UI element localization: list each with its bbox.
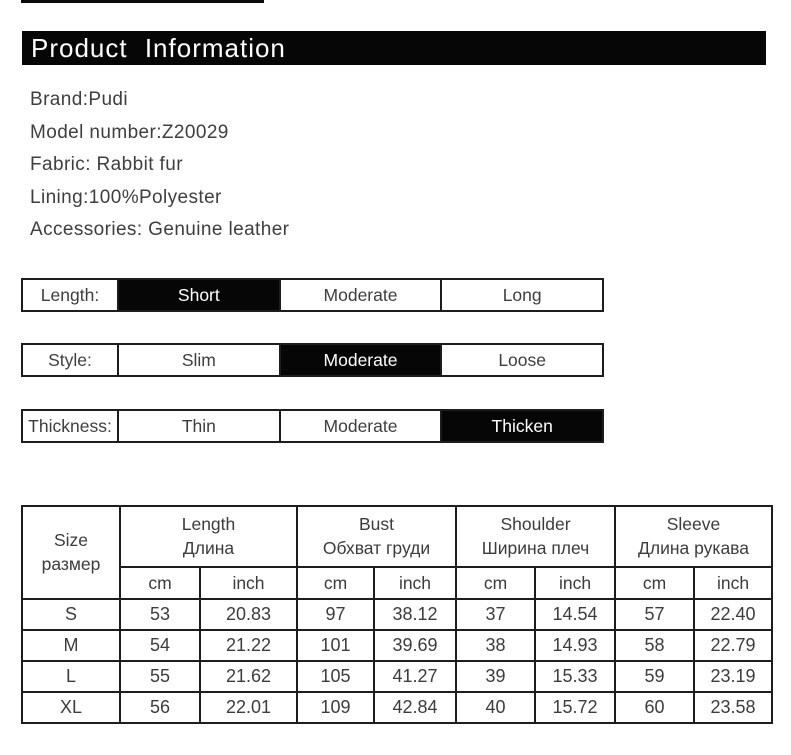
measurement-cell: 60: [614, 691, 696, 724]
unit-header-row: cm inch cm inch cm inch cm inch: [22, 566, 774, 600]
measurement-cell: 14.93: [533, 629, 617, 662]
measurement-cell: 39.69: [373, 629, 457, 662]
size-chart-group-header-row: Size размер Length Длина Bust Обхват гру…: [21, 505, 774, 600]
table-row-size-m: M 54 21.22 101 39.69 38 14.93 58 22.79: [21, 629, 774, 662]
measurement-cell: 40: [455, 691, 536, 724]
thickness-option-thin: Thin: [119, 411, 281, 441]
detail-fabric: Fabric: Rabbit fur: [30, 154, 183, 175]
measurement-cell: 38: [455, 629, 536, 662]
measurement-cell: 101: [296, 629, 375, 662]
bust-group-header: Bust Обхват груди: [296, 505, 457, 568]
detail-model: Model number:Z20029: [30, 121, 229, 143]
measurement-cell: 23.58: [693, 691, 774, 724]
measurement-cell: 22.40: [693, 598, 774, 631]
style-option-moderate: Moderate: [280, 345, 443, 375]
size-cell: M: [21, 629, 121, 662]
measurement-cell: 21.22: [199, 629, 298, 662]
size-cell: XL: [21, 691, 121, 724]
thickness-option-moderate: Moderate: [280, 411, 443, 441]
measurement-cell: 37: [455, 598, 536, 631]
measurement-cell: 38.12: [373, 598, 457, 631]
measurement-cell: 22.01: [199, 691, 298, 724]
length-option-short: Short: [119, 280, 281, 310]
detail-brand: Brand:Pudi: [30, 89, 129, 110]
sleeve-header-ru: Длина рукава: [638, 537, 750, 558]
size-cell: L: [21, 660, 121, 693]
shoulder-cm-header: cm: [455, 566, 536, 600]
length-label: Length:: [23, 280, 119, 310]
measurement-cell: 39: [455, 660, 536, 693]
measurement-cell: 59: [614, 660, 696, 693]
measurement-cell: 57: [614, 598, 696, 631]
measurement-cell: 15.33: [533, 660, 617, 693]
style-label: Style:: [23, 345, 119, 375]
measurement-cell: 56: [119, 691, 201, 724]
detail-accessories: Accessories: Genuine leather: [30, 219, 290, 240]
top-divider-rule: [21, 0, 264, 3]
bust-header-en: Bust: [358, 513, 395, 534]
size-chart-table: Size размер Length Длина Bust Обхват гру…: [21, 505, 774, 724]
measurement-cell: 15.72: [533, 691, 617, 724]
bust-inch-header: inch: [373, 566, 457, 600]
style-option-loose: Loose: [442, 345, 603, 375]
thickness-option-thicken: Thicken: [442, 411, 603, 441]
thickness-selector-row: Thickness: Thin Moderate Thicken: [21, 409, 604, 443]
length-inch-header: inch: [199, 566, 298, 600]
detail-lining: Lining:100%Polyester: [30, 186, 222, 208]
thickness-label: Thickness:: [23, 411, 119, 441]
size-column-header: Size размер: [21, 505, 121, 600]
sleeve-header-en: Sleeve: [666, 513, 721, 534]
shoulder-inch-header: inch: [533, 566, 617, 600]
measurement-cell: 105: [296, 660, 375, 693]
sleeve-inch-header: inch: [693, 566, 774, 600]
length-header-ru: Длина: [182, 537, 235, 558]
sleeve-group-header: Sleeve Длина рукава: [614, 505, 774, 568]
shoulder-header-ru: Ширина плеч: [481, 537, 590, 558]
size-header-ru: размер: [41, 553, 101, 574]
length-option-long: Long: [442, 280, 603, 310]
sleeve-cm-header: cm: [614, 566, 696, 600]
section-header-bar: Product Information: [22, 31, 766, 65]
measurement-cell: 109: [296, 691, 375, 724]
measurement-cell: 55: [119, 660, 201, 693]
length-header-en: Length: [181, 513, 236, 534]
style-option-slim: Slim: [119, 345, 281, 375]
shoulder-header-en: Shoulder: [500, 513, 571, 534]
measurement-cell: 54: [119, 629, 201, 662]
measurement-cell: 22.79: [693, 629, 774, 662]
bust-cm-header: cm: [296, 566, 375, 600]
measurement-cell: 58: [614, 629, 696, 662]
measurement-cell: 41.27: [373, 660, 457, 693]
length-cm-header: cm: [119, 566, 201, 600]
measurement-cell: 23.19: [693, 660, 774, 693]
length-option-moderate: Moderate: [280, 280, 443, 310]
table-row-size-s: S 53 20.83 97 38.12 37 14.54 57 22.40: [21, 598, 774, 631]
measurement-cell: 21.62: [199, 660, 298, 693]
bust-header-ru: Обхват груди: [322, 537, 431, 558]
table-row-size-xl: XL 56 22.01 109 42.84 40 15.72 60 23.58: [21, 691, 774, 724]
table-row-size-l: L 55 21.62 105 41.27 39 15.33 59 23.19: [21, 660, 774, 693]
size-cell: S: [21, 598, 121, 631]
style-selector-row: Style: Slim Moderate Loose: [21, 343, 604, 377]
measurement-cell: 53: [119, 598, 201, 631]
measurement-cell: 14.54: [533, 598, 617, 631]
page-title: Product Information: [31, 32, 286, 63]
measurement-cell: 97: [296, 598, 375, 631]
shoulder-group-header: Shoulder Ширина плеч: [454, 505, 617, 568]
size-header-en: Size: [53, 529, 89, 550]
product-details-list: Brand:Pudi Model number:Z20029 Fabric: R…: [30, 84, 289, 247]
measurement-cell: 20.83: [199, 598, 298, 631]
measurement-cell: 42.84: [373, 691, 457, 724]
length-group-header: Length Длина: [119, 505, 298, 568]
length-selector-row: Length: Short Moderate Long: [21, 278, 604, 312]
